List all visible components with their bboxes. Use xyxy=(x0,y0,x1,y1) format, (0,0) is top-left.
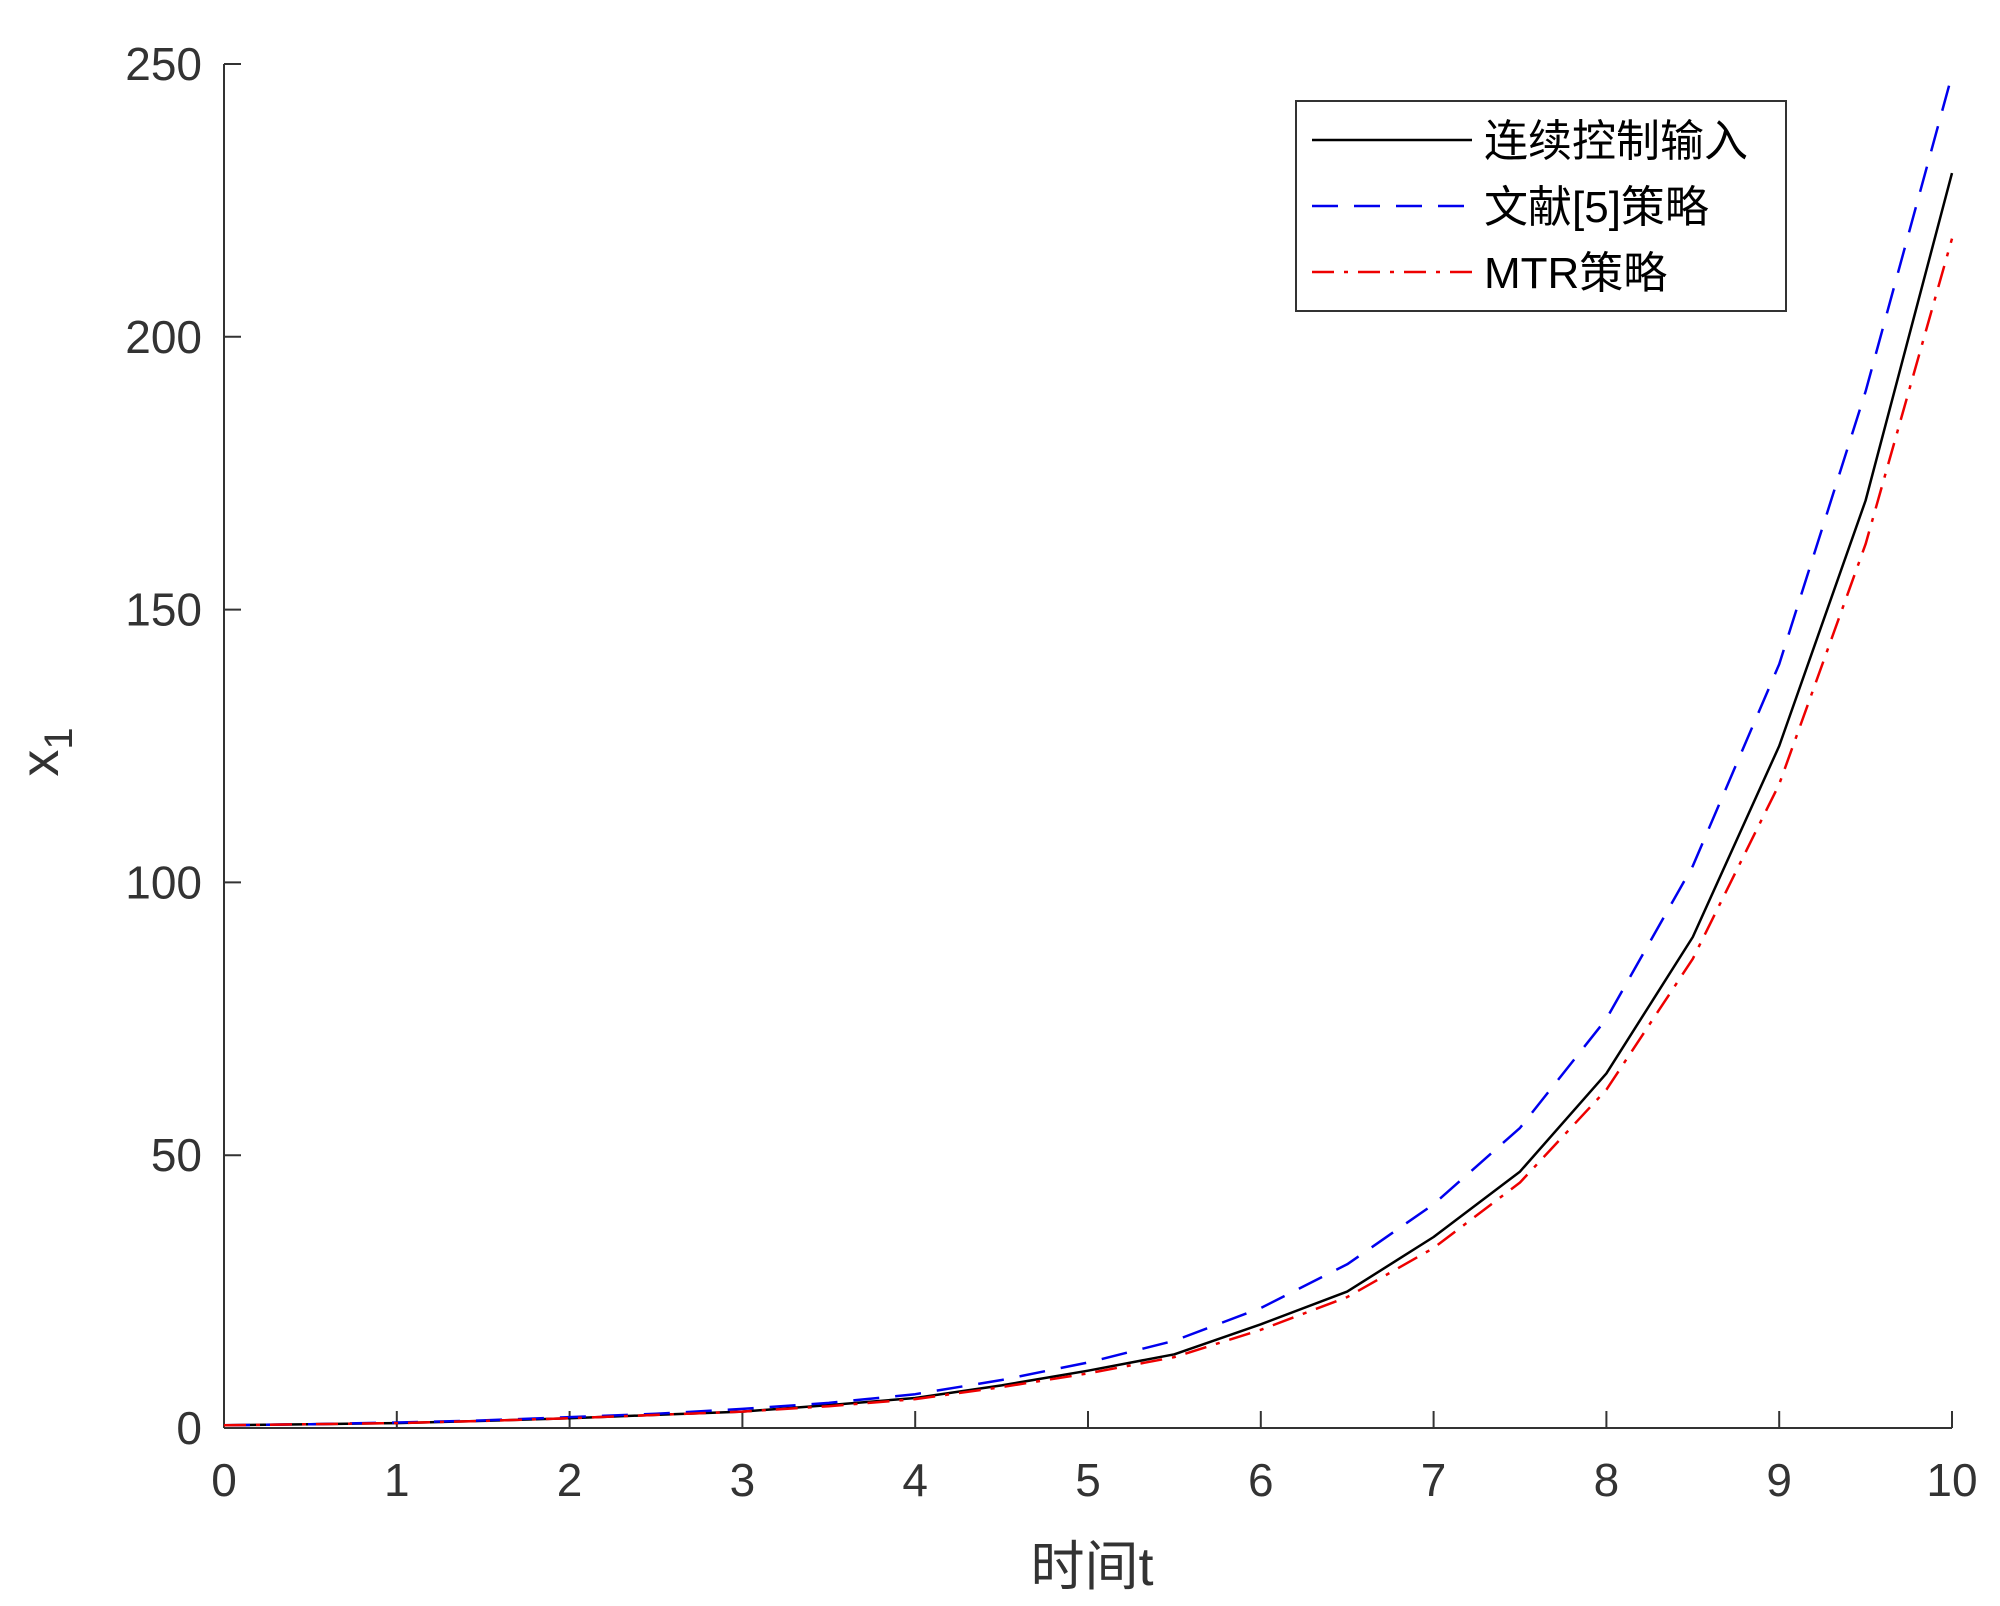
y-tick-label-4: 200 xyxy=(125,311,202,363)
x-tick-label-4: 4 xyxy=(902,1454,928,1506)
legend-label-2: MTR策略 xyxy=(1484,249,1667,298)
y-tick-label-5: 250 xyxy=(125,38,202,90)
y-axis-label: x1 xyxy=(10,727,81,776)
legend-label-0: 连续控制输入 xyxy=(1484,117,1748,166)
x-tick-label-6: 6 xyxy=(1248,1454,1274,1506)
svg-text:x1: x1 xyxy=(10,727,81,776)
x-tick-label-5: 5 xyxy=(1075,1454,1101,1506)
x-axis-label: 时间t xyxy=(1030,1537,1153,1597)
y-axis-label-subscript: 1 xyxy=(37,727,81,749)
x-tick-label-8: 8 xyxy=(1594,1454,1620,1506)
series-line-2 xyxy=(223,238,1954,1427)
y-axis-label-main: x xyxy=(10,750,70,777)
legend-label-1: 文献[5]策略 xyxy=(1484,183,1709,232)
y-tick-label-3: 150 xyxy=(125,584,202,636)
y-tick-label-1: 50 xyxy=(151,1129,202,1181)
x-tick-label-1: 1 xyxy=(384,1454,410,1506)
y-tick-label-2: 100 xyxy=(125,856,202,908)
x-tick-label-7: 7 xyxy=(1421,1454,1447,1506)
x-tick-label-2: 2 xyxy=(557,1454,583,1506)
x-tick-label-9: 9 xyxy=(1766,1454,1792,1506)
x-tick-label-0: 0 xyxy=(211,1454,237,1506)
axes xyxy=(223,63,1953,1429)
y-tick-label-0: 0 xyxy=(176,1402,202,1454)
series-layer xyxy=(223,74,1954,1427)
x-tick-label-10: 10 xyxy=(1926,1454,1977,1506)
series-line-0 xyxy=(223,172,1954,1427)
x-tick-label-3: 3 xyxy=(730,1454,756,1506)
legend: 连续控制输入 文献[5]策略 MTR策略 xyxy=(1295,100,1787,312)
